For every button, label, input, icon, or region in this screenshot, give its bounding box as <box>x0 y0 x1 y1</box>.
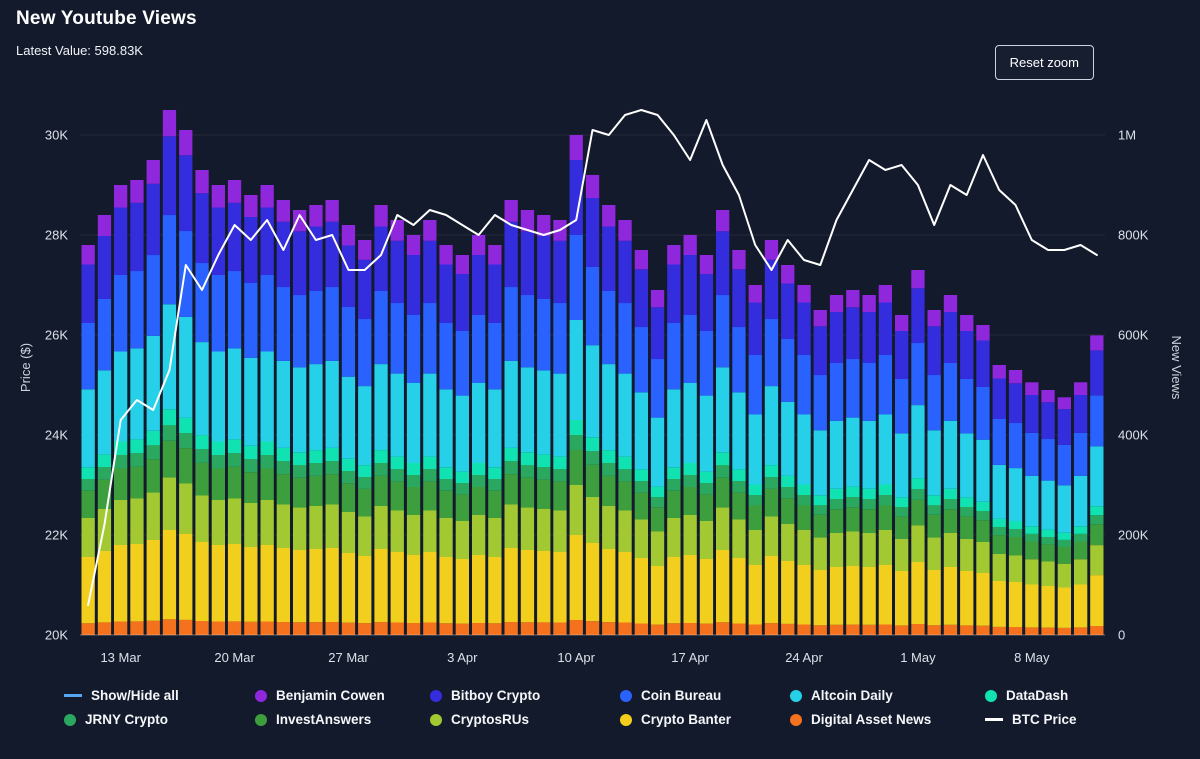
svg-text:1 May: 1 May <box>900 650 936 665</box>
series-cryptosrus[interactable] <box>81 477 1104 588</box>
right-axis-title: New Views <box>1169 335 1184 400</box>
right-axis-labels: 0 200K 400K 600K 800K 1M <box>1118 128 1149 643</box>
series-investanswers[interactable] <box>81 440 1104 564</box>
svg-text:3 Apr: 3 Apr <box>447 650 478 665</box>
svg-text:800K: 800K <box>1118 228 1149 243</box>
legend-item-digital-asset-news[interactable]: Digital Asset News <box>790 712 985 727</box>
legend-label: DataDash <box>1006 688 1069 703</box>
svg-text:22K: 22K <box>45 528 68 543</box>
legend-label: JRNY Crypto <box>85 712 169 727</box>
left-axis-labels: 20K 22K 24K 26K 28K 30K <box>45 128 68 643</box>
jrny-crypto-swatch-icon <box>64 713 76 726</box>
svg-text:20K: 20K <box>45 628 68 643</box>
svg-text:30K: 30K <box>45 128 68 143</box>
svg-text:20 Mar: 20 Mar <box>214 650 255 665</box>
series-datadash[interactable] <box>81 409 1104 540</box>
series-coin-bureau[interactable] <box>81 215 1104 486</box>
series-bitboy-crypto[interactable] <box>81 136 1104 445</box>
coin-bureau-swatch-icon <box>620 689 632 702</box>
svg-text:24 Apr: 24 Apr <box>785 650 823 665</box>
svg-text:10 Apr: 10 Apr <box>557 650 595 665</box>
legend-item-benjamin-cowen[interactable]: Benjamin Cowen <box>255 688 430 703</box>
datadash-swatch-icon <box>985 689 997 702</box>
bitboy-crypto-swatch-icon <box>430 689 442 702</box>
legend-item-show-hide-all[interactable]: Show/Hide all <box>64 688 255 703</box>
stacked-bars[interactable] <box>81 110 1104 636</box>
svg-text:26K: 26K <box>45 328 68 343</box>
legend-item-investanswers[interactable]: InvestAnswers <box>255 712 430 727</box>
legend-item-bitboy-crypto[interactable]: Bitboy Crypto <box>430 688 620 703</box>
chart-header: New Youtube Views Latest Value: 598.83K <box>16 8 197 58</box>
page-title: New Youtube Views <box>16 8 197 29</box>
digital-asset-news-swatch-icon <box>790 713 802 726</box>
svg-text:600K: 600K <box>1118 328 1149 343</box>
altcoin-daily-swatch-icon <box>790 689 802 702</box>
legend-label: Bitboy Crypto <box>451 688 541 703</box>
legend-label: Benjamin Cowen <box>276 688 385 703</box>
svg-text:17 Apr: 17 Apr <box>671 650 709 665</box>
legend-item-altcoin-daily[interactable]: Altcoin Daily <box>790 688 985 703</box>
svg-text:0: 0 <box>1118 628 1125 643</box>
svg-text:24K: 24K <box>45 428 68 443</box>
legend-item-jrny-crypto[interactable]: JRNY Crypto <box>64 712 255 727</box>
series-benjamin-cowen[interactable] <box>81 110 1104 410</box>
series-crypto-banter[interactable] <box>81 530 1104 628</box>
legend-item-coin-bureau[interactable]: Coin Bureau <box>620 688 790 703</box>
legend-label: BTC Price <box>1012 712 1077 727</box>
legend-label: Coin Bureau <box>641 688 722 703</box>
svg-text:400K: 400K <box>1118 428 1149 443</box>
legend-item-cryptosrus[interactable]: CryptosRUs <box>430 712 620 727</box>
legend-label: CryptosRUs <box>451 712 530 727</box>
legend-label: Show/Hide all <box>91 688 179 703</box>
legend-label: Altcoin Daily <box>811 688 893 703</box>
legend-label: Digital Asset News <box>811 712 932 727</box>
svg-text:8 May: 8 May <box>1014 650 1050 665</box>
benjamin-cowen-swatch-icon <box>255 689 267 702</box>
investanswers-swatch-icon <box>255 713 267 726</box>
left-axis-title: Price ($) <box>18 343 33 392</box>
legend-item-datadash[interactable]: DataDash <box>985 688 1160 703</box>
show-hide-all-line-icon <box>64 694 82 697</box>
legend-label: Crypto Banter <box>641 712 732 727</box>
chart-svg[interactable]: 20K 22K 24K 26K 28K 30K 0 200K 400K 600K 800K 1M 13 … <box>0 0 1200 678</box>
series-jrny-crypto[interactable] <box>81 425 1104 547</box>
latest-value-label: Latest Value: 598.83K <box>16 43 143 58</box>
cryptosrus-swatch-icon <box>430 713 442 726</box>
legend: Show/Hide all Benjamin Cowen Bitboy Crypto… <box>64 688 1160 727</box>
svg-text:27 Mar: 27 Mar <box>328 650 369 665</box>
svg-text:13 Mar: 13 Mar <box>100 650 141 665</box>
svg-text:1M: 1M <box>1118 128 1136 143</box>
crypto-banter-swatch-icon <box>620 713 632 726</box>
svg-text:200K: 200K <box>1118 528 1149 543</box>
legend-item-btc-price[interactable]: BTC Price <box>985 712 1160 727</box>
series-altcoin-daily[interactable] <box>81 304 1104 533</box>
x-axis-labels: 13 Mar 20 Mar 27 Mar 3 Apr 10 Apr 17 Apr 24 Ap… <box>100 650 1050 665</box>
series-digital-asset-news[interactable] <box>81 619 1104 636</box>
reset-zoom-button[interactable]: Reset zoom <box>994 45 1094 80</box>
btc-price-line[interactable] <box>87 109 1098 606</box>
svg-text:28K: 28K <box>45 228 68 243</box>
btc-price-line-icon <box>985 718 1003 721</box>
legend-label: InvestAnswers <box>276 712 372 727</box>
legend-item-crypto-banter[interactable]: Crypto Banter <box>620 712 790 727</box>
